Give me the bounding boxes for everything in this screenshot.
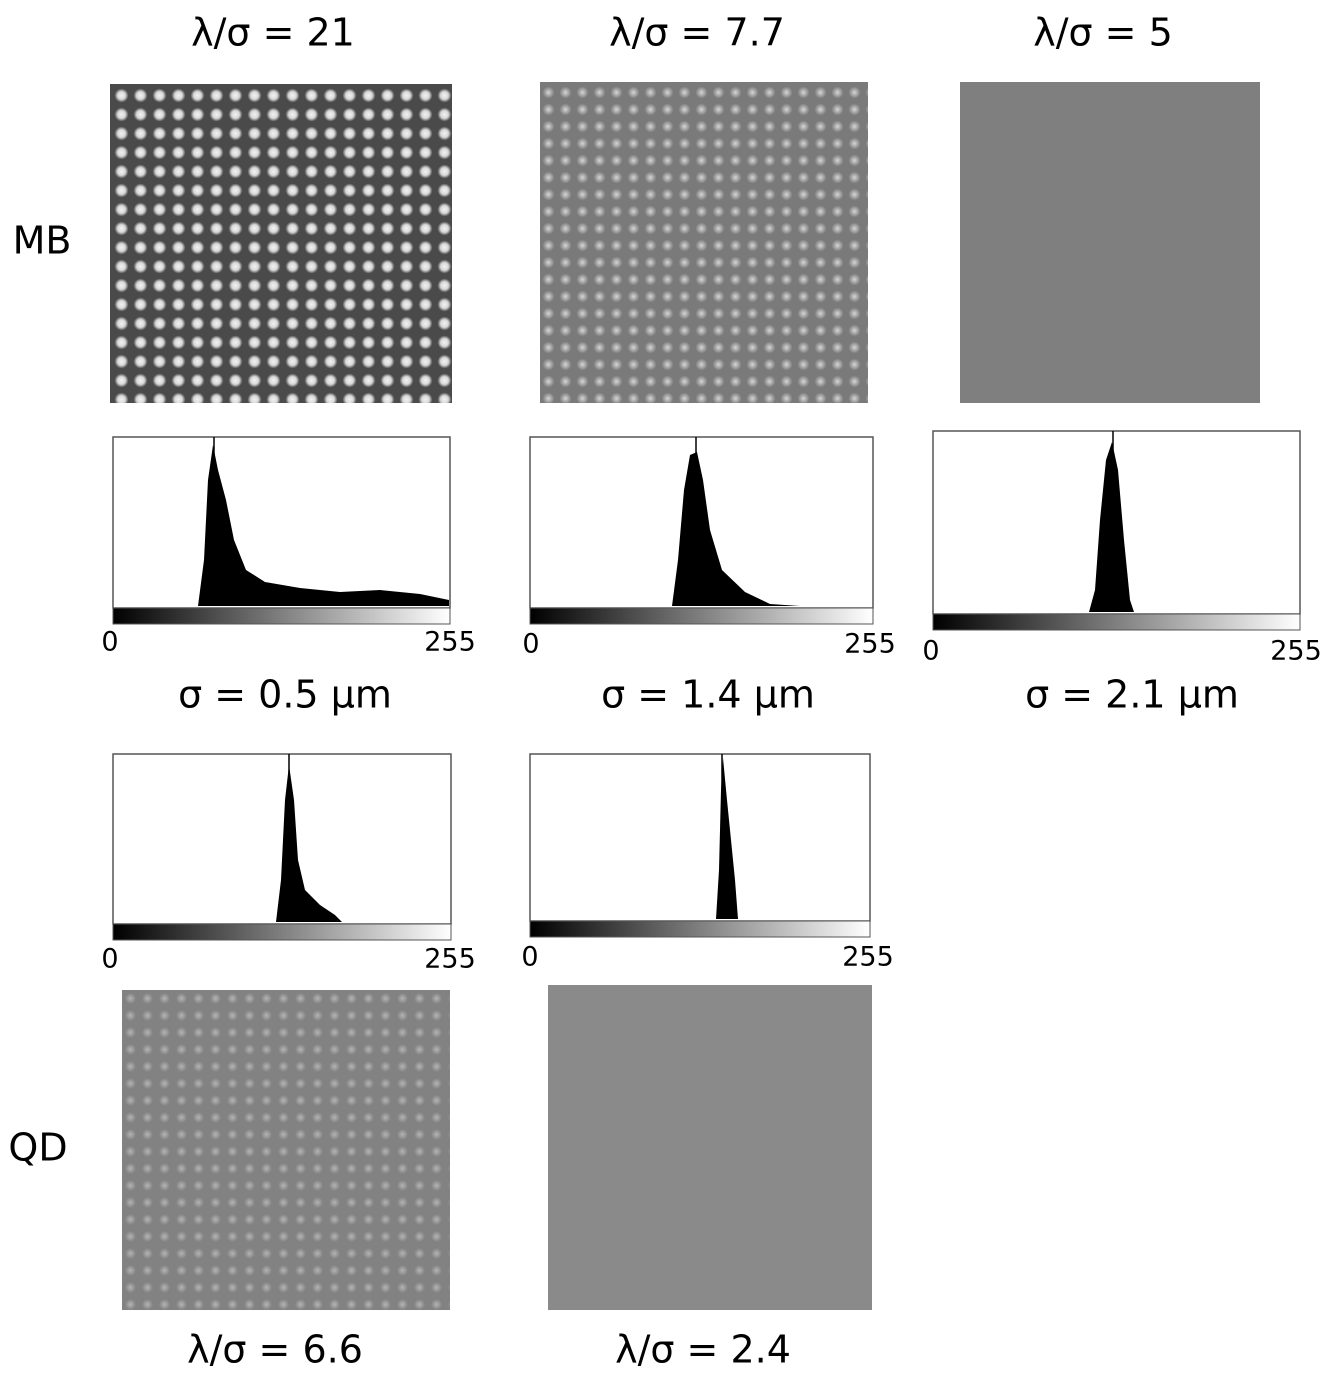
histogram: 0 255 — [101, 753, 476, 975]
sigma-label: σ = 0.5 μm — [178, 673, 392, 717]
axis-label: 255 — [424, 944, 476, 975]
histogram: 0 255 — [522, 436, 896, 660]
axis-label: 255 — [844, 629, 896, 660]
image — [110, 84, 452, 403]
image — [122, 990, 450, 1310]
top-label: λ/σ = 21 — [191, 11, 355, 55]
axis-label: 0 — [522, 629, 539, 660]
axis-label: 0 — [922, 636, 939, 667]
axis-label: 255 — [424, 627, 476, 658]
row-label: MB — [13, 219, 72, 263]
image — [540, 82, 868, 403]
bottom-label: λ/σ = 6.6 — [187, 1328, 363, 1372]
image — [960, 82, 1260, 403]
sigma-label: σ = 2.1 μm — [1025, 673, 1239, 717]
bottom-label: λ/σ = 2.4 — [615, 1328, 791, 1372]
histogram: 0 255 — [922, 430, 1322, 667]
sigma-label: σ = 1.4 μm — [601, 673, 815, 717]
axis-label: 0 — [101, 627, 118, 658]
histogram: 0 255 — [101, 436, 476, 658]
axis-label: 255 — [842, 942, 894, 973]
axis-label: 255 — [1270, 636, 1322, 667]
image — [548, 985, 872, 1310]
histogram: 0 255 — [521, 753, 894, 973]
top-label: λ/σ = 5 — [1033, 11, 1173, 55]
axis-label: 0 — [521, 942, 538, 973]
top-label: λ/σ = 7.7 — [609, 11, 785, 55]
row-label: QD — [8, 1126, 67, 1170]
axis-label: 0 — [101, 944, 118, 975]
